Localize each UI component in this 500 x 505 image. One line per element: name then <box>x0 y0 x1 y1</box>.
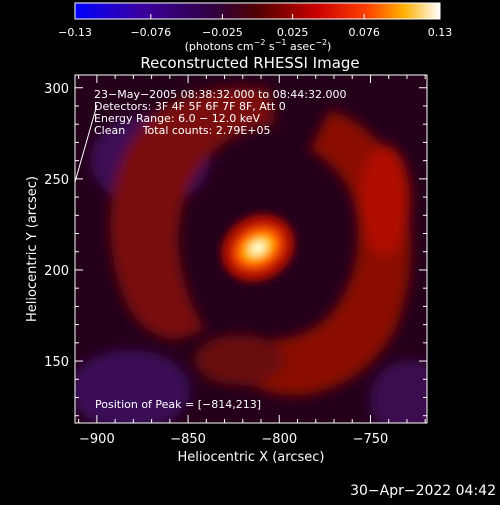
colorbar-gradient <box>74 2 441 20</box>
plot-frame <box>74 74 428 424</box>
y-tick-label: 150 <box>44 355 69 370</box>
heatmap-region-violet-3 <box>370 360 427 423</box>
units-part: ) <box>327 40 331 53</box>
colorbar-tick-label: 0.13 <box>428 26 453 39</box>
x-tick-label: −750 <box>353 432 389 447</box>
colorbar-tick-label: 0.076 <box>348 26 380 39</box>
heatmap-right-bright <box>360 145 410 255</box>
peak-center <box>250 241 266 255</box>
heatmap-region-violet-2 <box>75 350 190 423</box>
heatmap-image <box>75 75 427 423</box>
annotation-energy-range: Energy Range: 6.0 − 12.0 keV <box>94 112 261 125</box>
y-axis: 150 200 250 300 <box>44 82 427 417</box>
annotation-clean-counts: Clean Total counts: 2.79E+05 <box>94 124 271 137</box>
colorbar-units-label: (photons cm−2 s−1 asec−2) <box>185 38 332 53</box>
x-tick-label: −800 <box>261 432 297 447</box>
heatmap-left-arc <box>110 87 275 340</box>
units-exponent: −2 <box>315 38 327 47</box>
x-tick-label: −850 <box>170 432 206 447</box>
colorbar-tick-label: −0.076 <box>130 26 171 39</box>
heatmap-peak-source <box>221 214 295 282</box>
units-part: (photons cm <box>185 40 254 53</box>
units-exponent: −2 <box>254 38 266 47</box>
heatmap-emission <box>75 87 427 423</box>
annotation-detectors: Detectors: 3F 4F 5F 6F 7F 8F, Att 0 <box>94 100 286 113</box>
units-part: asec <box>286 40 315 53</box>
solar-limb-line <box>75 104 98 183</box>
colorbar-tick-label: −0.025 <box>202 26 243 39</box>
timestamp: 30−Apr−2022 04:42 <box>350 483 496 499</box>
y-axis-label: Heliocentric Y (arcsec) <box>25 176 40 322</box>
x-axis-label: Heliocentric X (arcsec) <box>178 450 325 465</box>
annotation-time-range: 23−May−2005 08:38:32.000 to 08:44:32.000 <box>94 88 347 101</box>
colorbar: −0.13 −0.076 −0.025 0.025 0.076 0.13 (photons… <box>58 2 452 53</box>
y-tick-label: 200 <box>44 264 69 279</box>
heatmap-lower-lobe <box>195 335 285 385</box>
colorbar-tick-label: 0.025 <box>277 26 309 39</box>
colorbar-ticks: −0.13 −0.076 −0.025 0.025 0.076 0.13 <box>58 14 452 39</box>
chart-title: Reconstructed RHESSI Image <box>140 54 359 72</box>
units-exponent: −1 <box>275 38 287 47</box>
y-tick-label: 250 <box>44 173 69 188</box>
annotation-block: 23−May−2005 08:38:32.000 to 08:44:32.000… <box>94 88 347 137</box>
peak-position-label: Position of Peak = [−814,213] <box>95 398 261 411</box>
units-part: s <box>265 40 274 53</box>
x-axis: −900 −850 −800 −750 <box>78 75 426 447</box>
x-tick-label: −900 <box>79 432 115 447</box>
colorbar-tick-label: −0.13 <box>58 26 92 39</box>
y-tick-label: 300 <box>44 82 69 97</box>
